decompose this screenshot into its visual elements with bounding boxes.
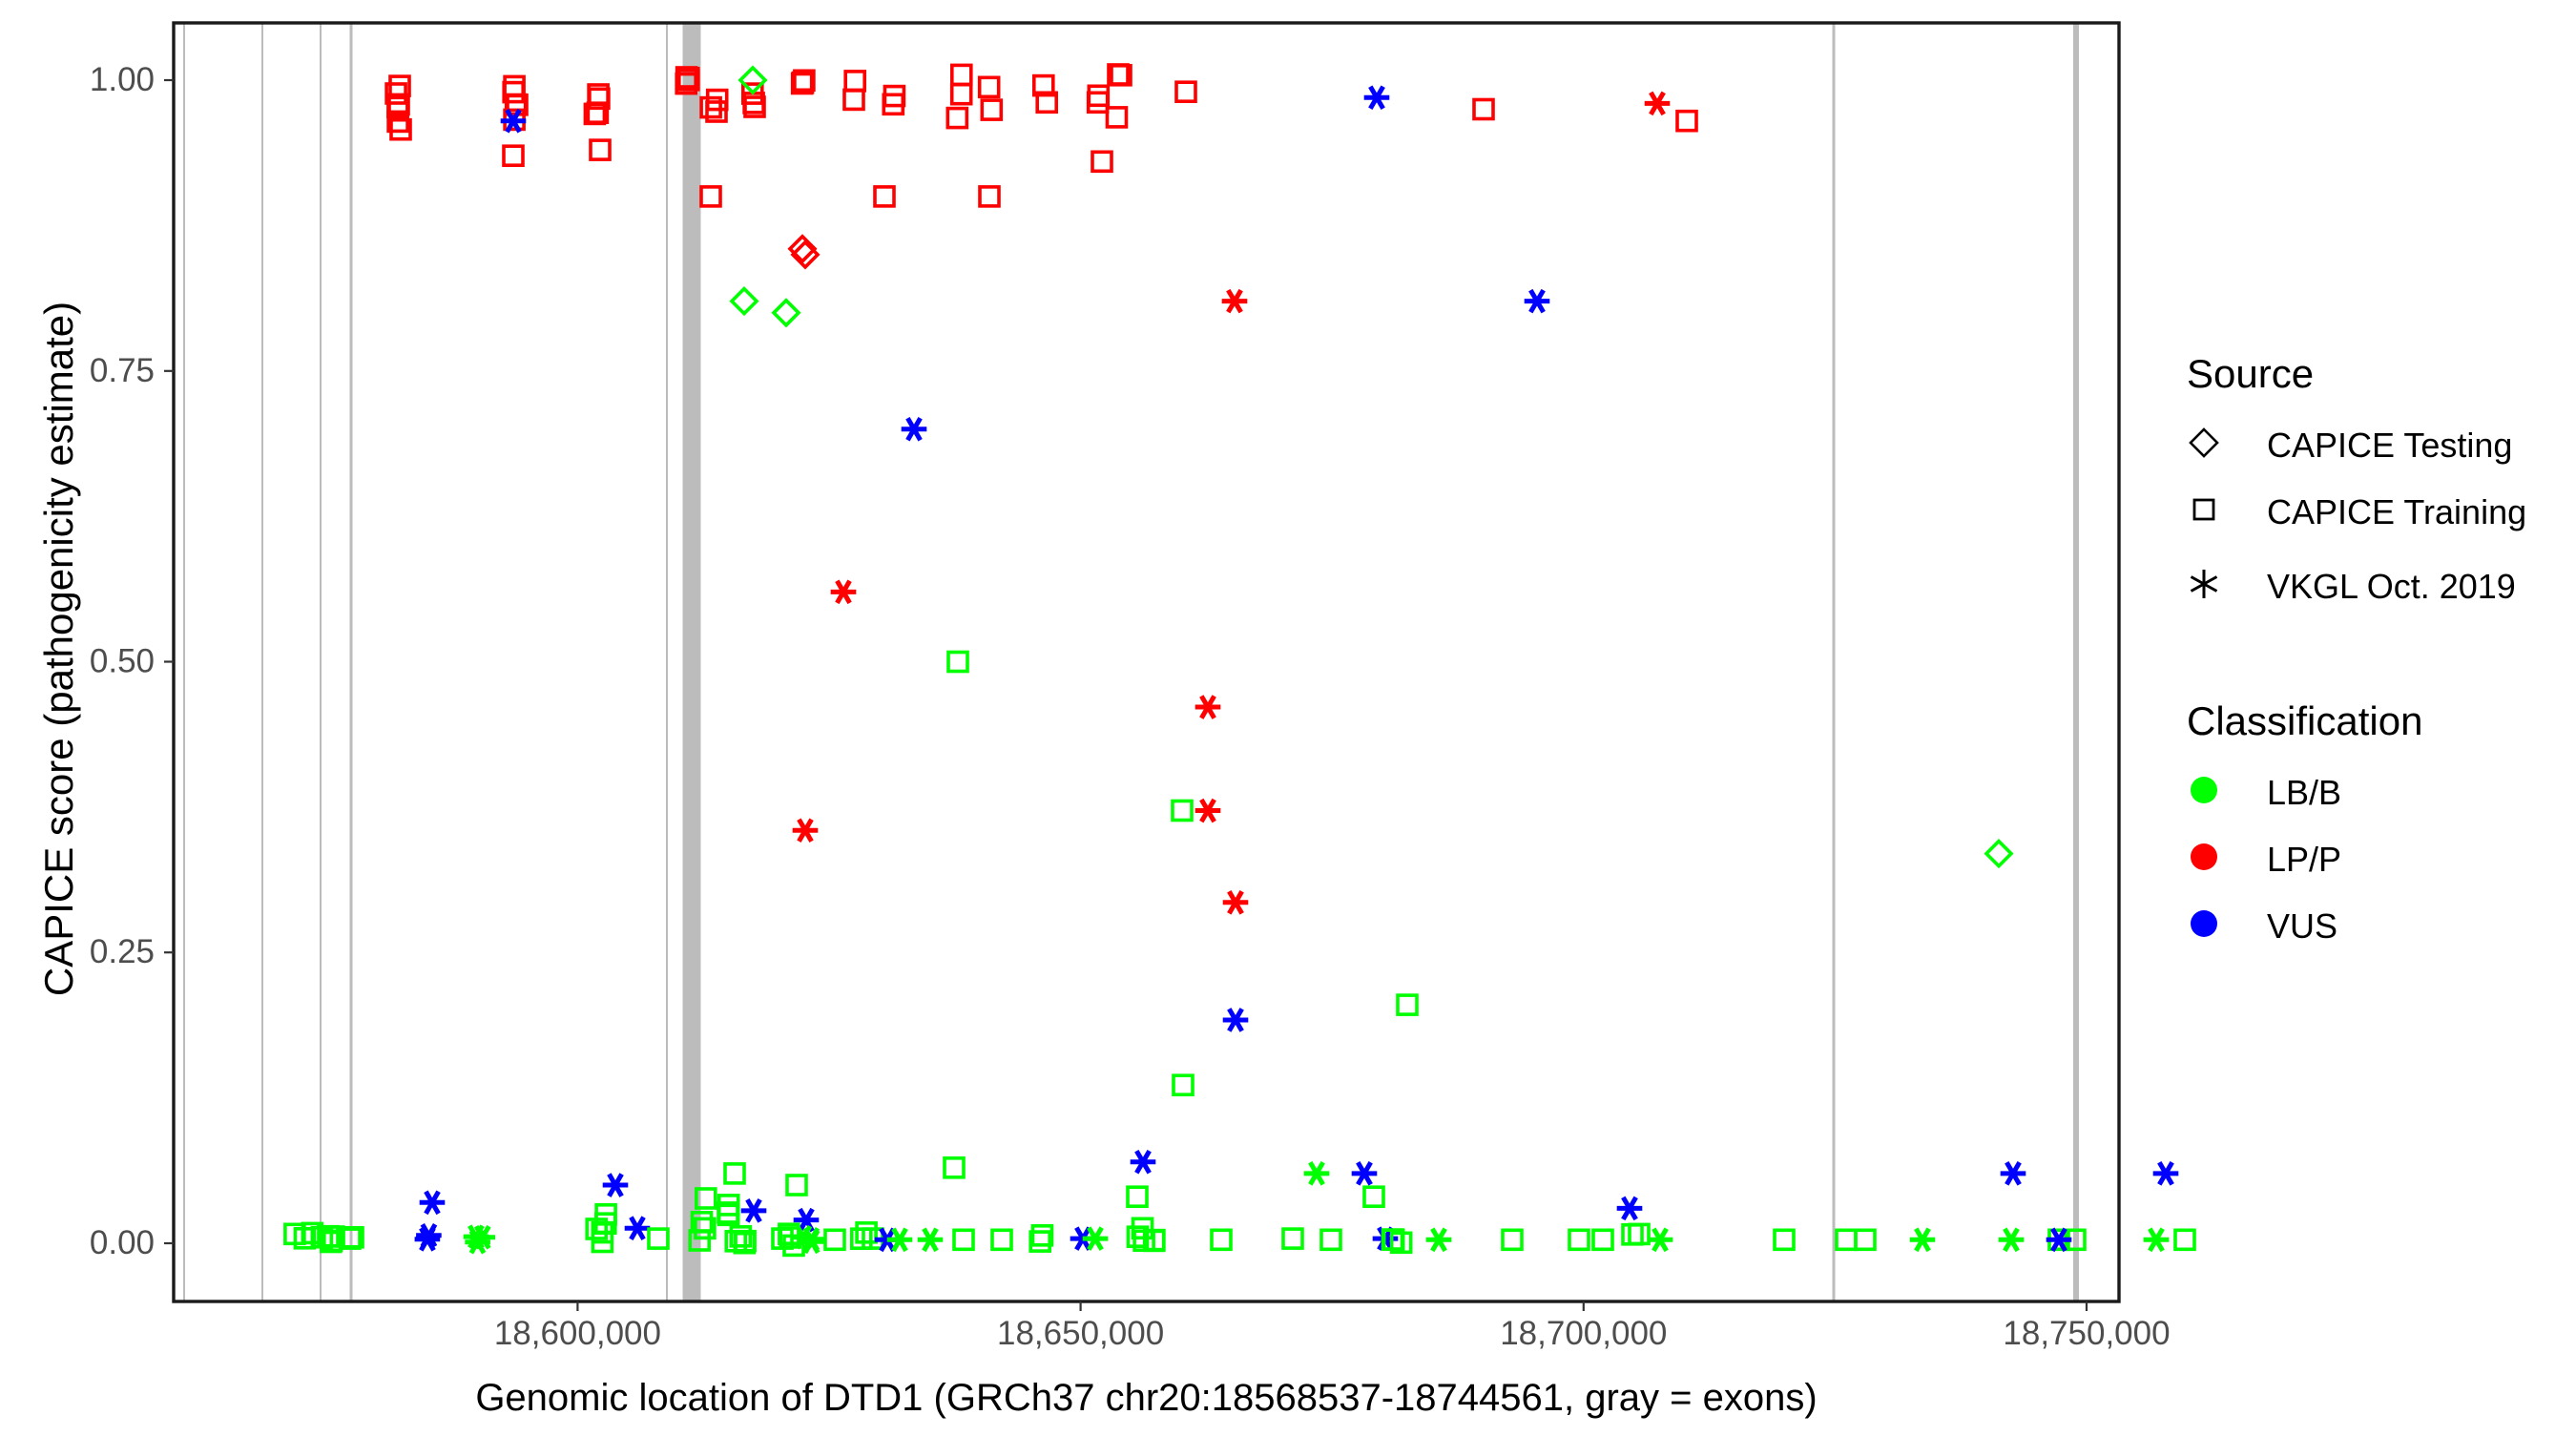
svg-text:18,750,000: 18,750,000 [2003, 1315, 2170, 1352]
svg-text:0.00: 0.00 [90, 1224, 155, 1261]
svg-text:0.50: 0.50 [90, 643, 155, 680]
svg-text:18,600,000: 18,600,000 [494, 1315, 661, 1352]
svg-text:18,650,000: 18,650,000 [997, 1315, 1164, 1352]
svg-text:0.75: 0.75 [90, 352, 155, 389]
svg-text:1.00: 1.00 [90, 61, 155, 98]
svg-text:18,700,000: 18,700,000 [1500, 1315, 1667, 1352]
svg-text:0.25: 0.25 [90, 933, 155, 970]
